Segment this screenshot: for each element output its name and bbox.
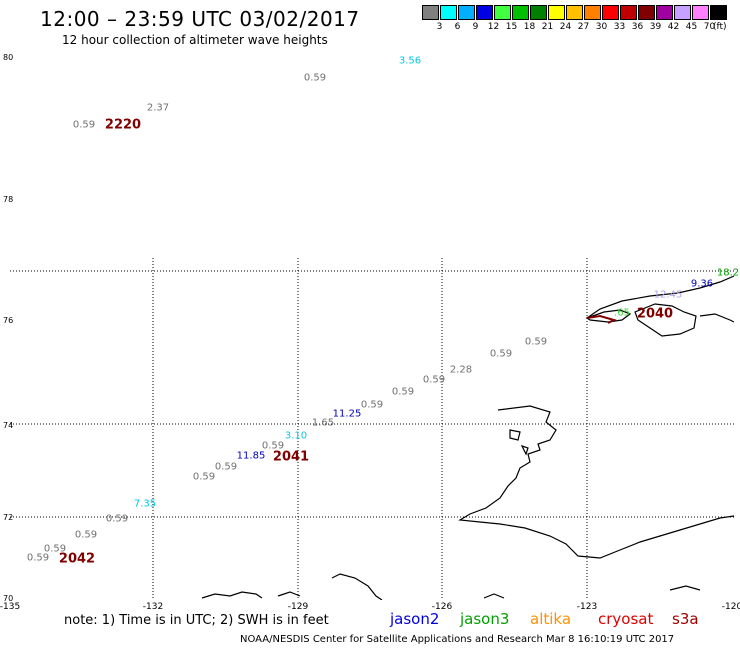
wave-height-observation: 18.2 [716, 267, 740, 279]
scale-swatch [476, 5, 493, 20]
longitude-label: -120 [721, 602, 740, 612]
scale-tick-label: 27 [577, 22, 590, 32]
wave-height-observation: 0.59 [524, 336, 548, 348]
scale-swatch [440, 5, 457, 20]
satellite-legend-cryosat: cryosat [598, 610, 654, 628]
scale-swatch [548, 5, 565, 20]
wave-height-observation: 0.59 [489, 348, 513, 360]
wave-height-observation: 0.59 [261, 440, 285, 452]
coastline [201, 275, 734, 600]
satellite-legend-s3a: s3a [672, 610, 699, 628]
pass-track-segments [586, 314, 617, 324]
footer-credit: NOAA/NESDIS Center for Satellite Applica… [240, 634, 675, 645]
pass-number-label: 2042 [58, 551, 96, 567]
scale-swatch [584, 5, 601, 20]
wave-height-observation: 7.35 [133, 498, 157, 510]
wave-height-observation: 1.65 [311, 417, 335, 429]
wave-height-observation: 0.59 [422, 374, 446, 386]
wave-height-observation: .65 [614, 307, 630, 319]
wave-height-observation: 11.25 [332, 408, 362, 420]
scale-tick-label: 6 [454, 22, 461, 32]
latitude-label: 78 [3, 195, 14, 204]
satellite-legend-altika: altika [530, 610, 572, 628]
scale-swatch [494, 5, 511, 20]
scale-unit-label: (ft) [713, 22, 727, 32]
longitude-label: -135 [0, 602, 21, 612]
scale-tick-label: 42 [667, 22, 680, 32]
scale-tick-label: 18 [523, 22, 536, 32]
satellite-legend-jason3: jason3 [460, 610, 510, 628]
wave-height-observation: 0.59 [105, 513, 129, 525]
wave-height-observation: 0.59 [303, 72, 327, 84]
page-subtitle: 12 hour collection of altimeter wave hei… [62, 33, 328, 47]
longitude-label: -129 [287, 602, 309, 612]
wave-height-observation: 0.59 [192, 471, 216, 483]
wave-height-observation: 12.45 [653, 289, 683, 301]
scale-tick-label: 33 [613, 22, 626, 32]
wave-height-observation: 0.59 [391, 386, 415, 398]
scale-tick-label: 3 [436, 22, 443, 32]
scale-tick-label: 70 [703, 22, 716, 32]
latitude-label: 72 [3, 513, 14, 522]
wave-height-observation: 0.59 [360, 399, 384, 411]
scale-tick-label: 45 [685, 22, 698, 32]
wave-height-observation: 9.36 [690, 278, 714, 290]
map-plot-area [10, 258, 734, 600]
scale-tick-label: 36 [631, 22, 644, 32]
wave-height-observation: 3.10 [284, 430, 308, 442]
scale-tick-label: 30 [595, 22, 608, 32]
note-text: note: 1) Time is in UTC; 2) SWH is in fe… [64, 613, 329, 628]
scale-swatch [458, 5, 475, 20]
wave-height-observation: 2.28 [449, 364, 473, 376]
scale-swatch [710, 5, 727, 20]
wave-height-observation: 11.85 [236, 450, 266, 462]
scale-tick-label: 21 [541, 22, 554, 32]
scale-tick-label: 12 [487, 22, 500, 32]
scale-tick-label: 15 [505, 22, 518, 32]
scale-swatch [638, 5, 655, 20]
scale-swatch [656, 5, 673, 20]
latitude-label: 70 [3, 594, 14, 603]
scale-swatch [566, 5, 583, 20]
pass-number-label: 2041 [272, 449, 310, 465]
scale-tick-label: 9 [472, 22, 479, 32]
scale-swatch [512, 5, 529, 20]
wave-height-observation: 0.59 [214, 461, 238, 473]
wave-height-observation: 2.37 [146, 102, 170, 114]
scale-tick-label: 24 [559, 22, 572, 32]
latitude-label: 80 [3, 53, 14, 62]
longitude-label: -126 [431, 602, 453, 612]
scale-swatch [692, 5, 709, 20]
graticule-grid [10, 258, 734, 600]
latitude-label: 76 [3, 316, 14, 325]
pass-number-label: 2220 [104, 117, 142, 133]
scale-swatch [602, 5, 619, 20]
pass-number-label: 2040 [636, 306, 674, 322]
satellite-legend-jason2: jason2 [390, 610, 440, 628]
scale-swatch [674, 5, 691, 20]
longitude-label: -123 [576, 602, 598, 612]
latitude-label: 74 [3, 421, 14, 430]
scale-swatch [530, 5, 547, 20]
longitude-label: -132 [142, 602, 164, 612]
scale-swatch [422, 5, 439, 20]
scale-tick-label: 39 [649, 22, 662, 32]
wave-height-observation: 3.56 [398, 55, 422, 67]
wave-height-observation: 0.59 [74, 529, 98, 541]
scale-swatch [620, 5, 637, 20]
wave-height-observation: 0.59 [72, 119, 96, 131]
page-title: 12:00 – 23:59 UTC 03/02/2017 [40, 7, 360, 31]
wave-height-observation: 0.59 [43, 543, 67, 555]
wave-height-observation: 0.59 [26, 552, 50, 564]
